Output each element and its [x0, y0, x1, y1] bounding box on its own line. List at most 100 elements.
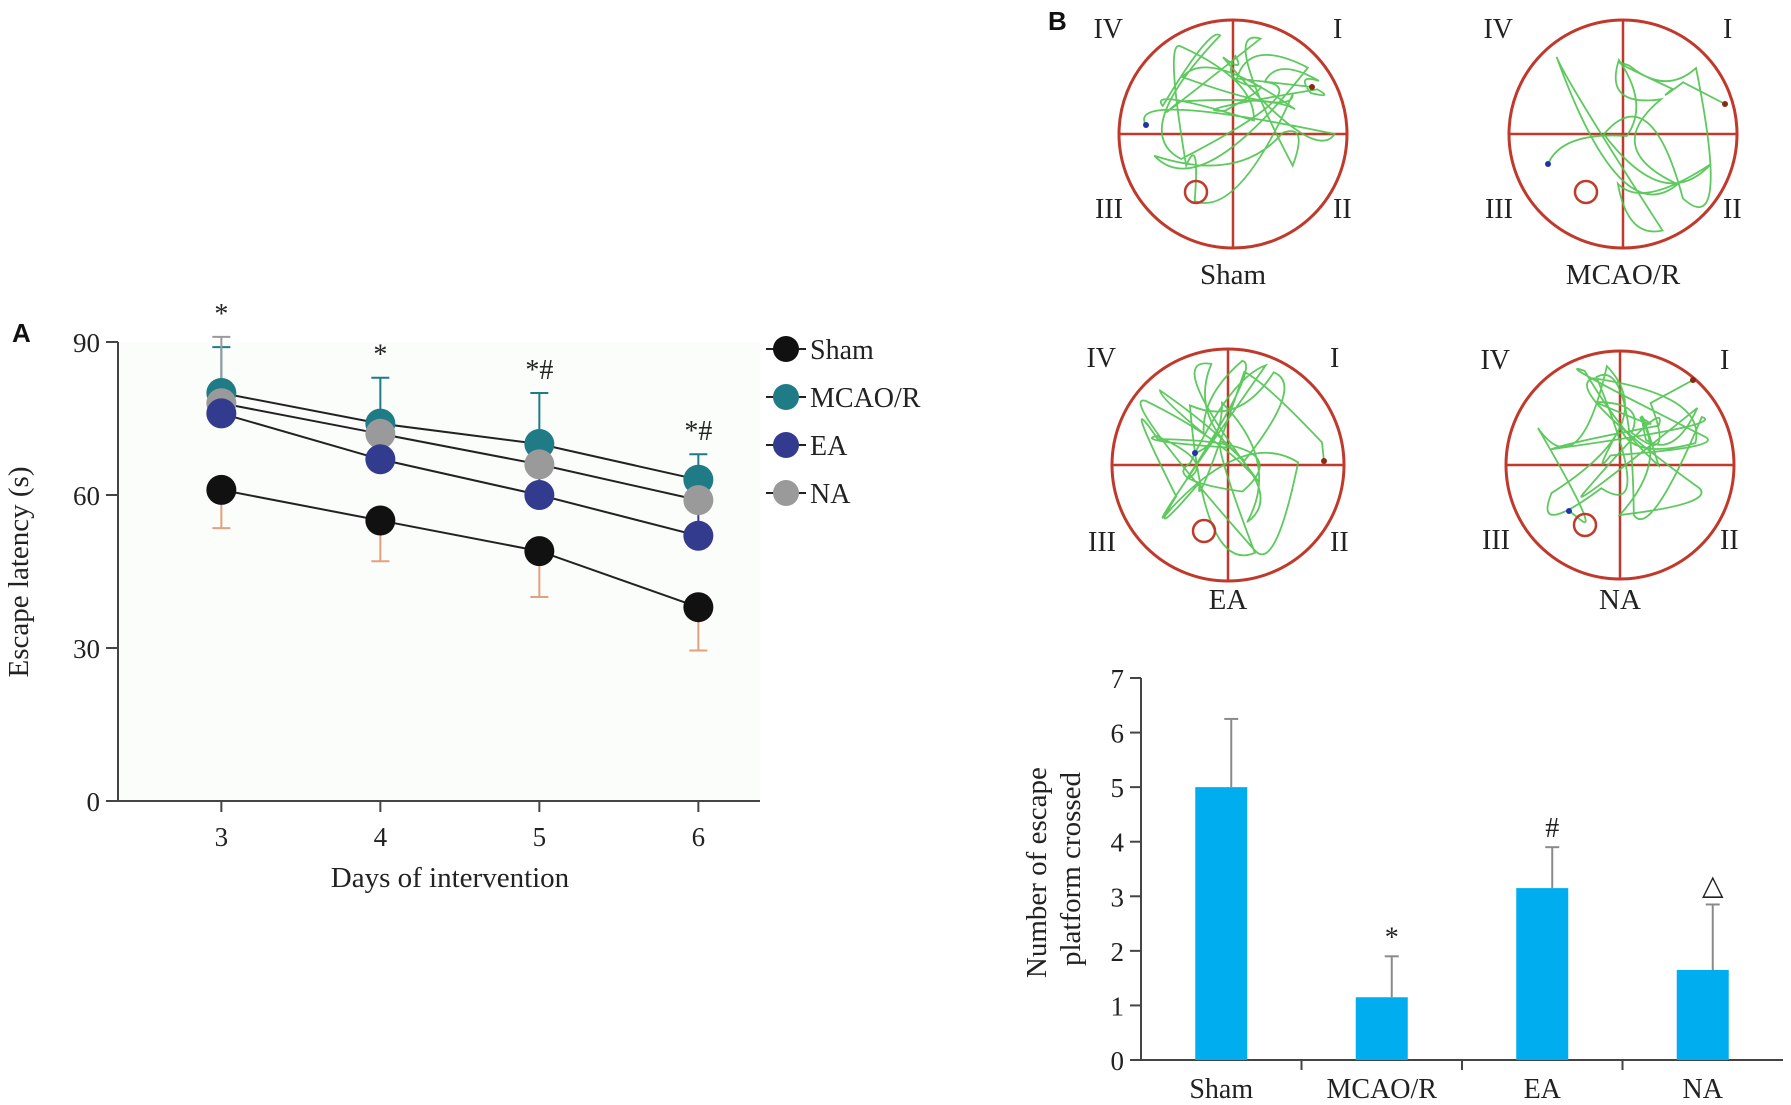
platform-marker	[1572, 512, 1598, 538]
trajectory-group-label: Sham	[1200, 259, 1267, 291]
sham-point	[524, 536, 555, 567]
bar-chart-x-tick-label: Sham	[1189, 1074, 1253, 1105]
quadrant-label: IV	[1480, 345, 1510, 376]
na-point	[524, 449, 555, 480]
bar-chart-y-label: Number of escape platform crossed	[1021, 760, 1087, 978]
sham-point	[365, 505, 396, 536]
legend-label-sham: Sham	[810, 335, 874, 366]
line-chart-x-tick-label: 3	[215, 822, 229, 852]
bar-chart-y-tick-label: 5	[1111, 773, 1125, 803]
quadrant-label: III	[1095, 194, 1123, 225]
bar-chart-y-tick-label: 7	[1111, 664, 1125, 694]
na-point	[683, 485, 714, 516]
line-chart-x-label: Days of intervention	[331, 862, 570, 894]
bar-chart-y-tick-label: 1	[1111, 991, 1125, 1021]
line-chart-y-ticks: 0 30 60 90	[73, 328, 118, 817]
legend-marker-mcao	[773, 384, 799, 410]
quadrant-label: III	[1482, 525, 1510, 556]
line-chart-series	[206, 335, 714, 652]
quadrant-label: I	[1333, 14, 1342, 45]
swim-path	[1143, 33, 1337, 204]
line-chart-y-tick-label: 90	[73, 328, 100, 358]
ea-point	[683, 520, 714, 551]
line-chart-significance-label: *#	[525, 355, 553, 386]
line-chart-y-tick-label: 30	[73, 634, 100, 664]
platform-marker	[1573, 179, 1599, 205]
legend-marker-ea	[773, 432, 799, 458]
bar-chart-bars: Sham MCAO/R * EA # NA △	[1189, 717, 1729, 1105]
end-point	[1722, 101, 1728, 107]
bar-sham	[1195, 787, 1248, 1060]
quadrant-label: IV	[1086, 343, 1116, 374]
bar-chart-y-tick-label: 6	[1111, 719, 1125, 749]
legend-label-ea: EA	[810, 431, 848, 462]
legend-marker-na	[773, 480, 799, 506]
na-point	[365, 418, 396, 449]
line-chart-x-tick-label: 5	[533, 822, 547, 852]
bar-chart-y-tick-label: 0	[1111, 1046, 1125, 1076]
ea-line	[221, 412, 699, 537]
bar-significance-label: #	[1545, 813, 1559, 844]
end-point	[1309, 84, 1315, 90]
trajectory-group-label: EA	[1209, 584, 1248, 616]
line-chart-annotations: * * *# *#	[214, 299, 712, 447]
ea-point	[365, 444, 396, 475]
mcao-line	[221, 392, 699, 481]
bar-chart-x-tick-label: NA	[1683, 1074, 1724, 1105]
bar-chart: 0 1 2 3 4 5 6 7 Sham MCAO/R * EA # NA △ Number of esc…	[1021, 664, 1783, 1105]
na-line	[221, 402, 699, 502]
line-chart-x-tick-label: 6	[692, 822, 706, 852]
ea-point	[524, 480, 555, 510]
line-chart-x-ticks: 3 4 5 6	[215, 801, 705, 852]
end-point	[1321, 458, 1327, 464]
legend-marker-sham	[773, 336, 799, 362]
start-point	[1143, 122, 1149, 128]
line-chart-significance-label: *#	[684, 416, 712, 447]
bar-mcao-r	[1355, 997, 1408, 1060]
bar-chart-x-tick-label: EA	[1524, 1074, 1562, 1105]
end-point	[1690, 377, 1696, 383]
line-chart-y-tick-label: 60	[73, 481, 100, 511]
quadrant-label: I	[1720, 345, 1729, 376]
bar-significance-label: △	[1702, 870, 1724, 901]
ea-point	[206, 398, 237, 429]
bar-significance-label: *	[1385, 922, 1399, 953]
start-point	[1545, 161, 1551, 167]
quadrant-label: III	[1088, 527, 1116, 558]
line-chart: 0 30 60 90 3 4 5 6 * * *# *# Days of intervention…	[3, 299, 921, 894]
bar-chart-y-tick-label: 4	[1111, 828, 1125, 858]
line-chart-significance-label: *	[214, 299, 228, 330]
quadrant-label: I	[1330, 343, 1339, 374]
quadrant-label: II	[1720, 525, 1739, 556]
bar-chart-y-tick-label: 3	[1111, 882, 1125, 912]
start-point	[1566, 508, 1572, 514]
line-chart-x-tick-label: 4	[374, 822, 388, 852]
swim-path	[1547, 56, 1726, 233]
sham-point	[683, 592, 714, 623]
legend-label-na: NA	[810, 479, 851, 510]
bar-chart-x-tick-label: MCAO/R	[1327, 1074, 1438, 1105]
bar-chart-y-tick-label: 2	[1111, 937, 1125, 967]
quadrant-label: III	[1485, 194, 1513, 225]
quadrant-label: II	[1333, 194, 1352, 225]
bar-chart-y-label-line-2: platform crossed	[1055, 771, 1087, 966]
trajectory-group-label: MCAO/R	[1566, 259, 1681, 291]
line-chart-legend: Sham MCAO/R EA NA	[766, 335, 921, 510]
quadrant-label: IV	[1483, 14, 1513, 45]
start-point	[1192, 450, 1198, 456]
bar-chart-y-label-line-1: Number of escape	[1021, 767, 1053, 978]
line-chart-significance-label: *	[373, 340, 387, 371]
line-chart-y-label: Escape latency (s)	[3, 467, 35, 678]
platform-marker	[1191, 518, 1217, 544]
swim-path	[1537, 364, 1709, 523]
line-chart-y-tick-label: 0	[87, 787, 101, 817]
panel-a-label: A	[12, 318, 31, 348]
bar-ea	[1516, 888, 1569, 1060]
legend-label-mcao: MCAO/R	[810, 383, 921, 414]
